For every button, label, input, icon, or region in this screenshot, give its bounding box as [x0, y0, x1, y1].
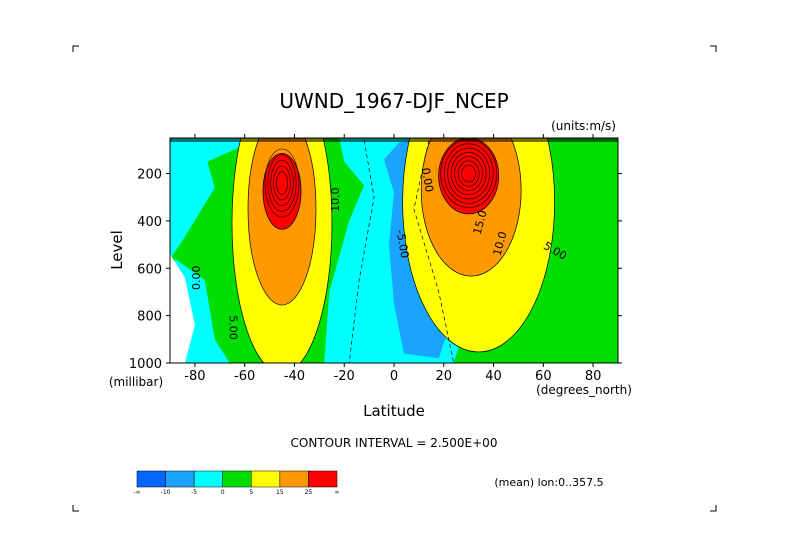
- x-unit-label: (degrees_north): [536, 383, 632, 397]
- crop-marks: [72, 45, 717, 512]
- colorbar-label: -∞: [133, 489, 140, 496]
- northern-jet-contour-4: [454, 156, 483, 191]
- colorbar-label: -5: [191, 489, 197, 496]
- chart-title: UWND_1967-DJF_NCEP: [279, 89, 508, 113]
- southern-jet-contour-0: [264, 148, 300, 218]
- y-tick-label: 600: [137, 262, 162, 277]
- contour-label-7: -5.00: [394, 229, 412, 259]
- northern-jet-contour-6: [461, 164, 476, 183]
- contour-interval-text: CONTOUR INTERVAL = 2.500E+00: [291, 436, 498, 450]
- x-tick-label: 20: [436, 369, 453, 384]
- contour-label-0: 0.00: [190, 265, 203, 290]
- dashed-contour-2: [413, 140, 455, 363]
- northern-jet-contour-2: [447, 147, 490, 200]
- model-top-band: [170, 138, 618, 142]
- x-tick-label: 0: [390, 369, 398, 384]
- contour-label-2: 10.0: [329, 187, 342, 212]
- y-axis-title: Level: [108, 230, 126, 270]
- x-tick-label: -60: [234, 369, 255, 384]
- colorbar-label: -10: [161, 489, 171, 496]
- northern-jet-band-2: [438, 138, 500, 215]
- southern-jet-contour-4: [276, 171, 288, 195]
- contour-label-3: 10.0: [491, 230, 510, 257]
- colorbar-swatch: [308, 470, 338, 488]
- colorbar-swatch: [193, 470, 223, 488]
- x-tick-label: -20: [334, 369, 355, 384]
- x-tick-label: 60: [535, 369, 552, 384]
- colorbar-label: 5: [249, 489, 253, 496]
- colorbar-swatch: [251, 470, 281, 488]
- northern-jet-contour-1: [443, 143, 494, 204]
- southern-jet-band-2: [262, 152, 302, 230]
- y-tick-label: 400: [137, 215, 162, 230]
- field-missing-antarctica: [170, 254, 195, 363]
- x-tick-label: 80: [585, 369, 602, 384]
- dashed-contour-1: [348, 140, 375, 363]
- northern-jet-contour-3: [450, 151, 487, 196]
- y-tick-label: 800: [137, 310, 162, 325]
- northern-jet-contour-5: [457, 160, 480, 187]
- field-cyan-polar-s: [170, 138, 290, 259]
- southern-jet-contour-2: [270, 160, 294, 206]
- x-tick-label: 40: [485, 369, 502, 384]
- contour-label-4: 15.0: [471, 209, 490, 236]
- contour-label-5: 0.00: [419, 167, 436, 193]
- colorbar-swatch: [136, 470, 166, 488]
- contour-label-1: 5.00: [227, 315, 240, 340]
- y-axis: 200 400 600 800 1000: [129, 168, 622, 372]
- colorbar-label: 25: [305, 489, 313, 496]
- colorbar-label: 15: [276, 489, 284, 496]
- y-tick-label: 1000: [129, 357, 162, 372]
- y-unit-label: (millibar): [109, 375, 163, 389]
- colorbar-swatch: [222, 470, 252, 488]
- y-tick-label: 200: [137, 168, 162, 183]
- colorbar-label: 0: [221, 489, 225, 496]
- colorbar-swatch: [279, 470, 309, 488]
- colorbar-swatch: [165, 470, 195, 488]
- x-axis: -80 -60 -40 -20 0 20 40 60 80: [184, 134, 601, 384]
- colorbar-legend: -∞ -10 -5 0 5 15 25 ∞: [133, 470, 340, 496]
- mean-note: (mean) lon:0..357.5: [494, 476, 603, 489]
- x-tick-label: -40: [284, 369, 305, 384]
- x-tick-label: -80: [184, 369, 205, 384]
- colorbar-label: ∞: [335, 489, 340, 496]
- southern-jet-contour-3: [273, 165, 291, 201]
- x-axis-title: Latitude: [363, 402, 425, 420]
- units-note: (units:m/s): [551, 119, 616, 133]
- southern-jet-contour-1: [267, 154, 297, 212]
